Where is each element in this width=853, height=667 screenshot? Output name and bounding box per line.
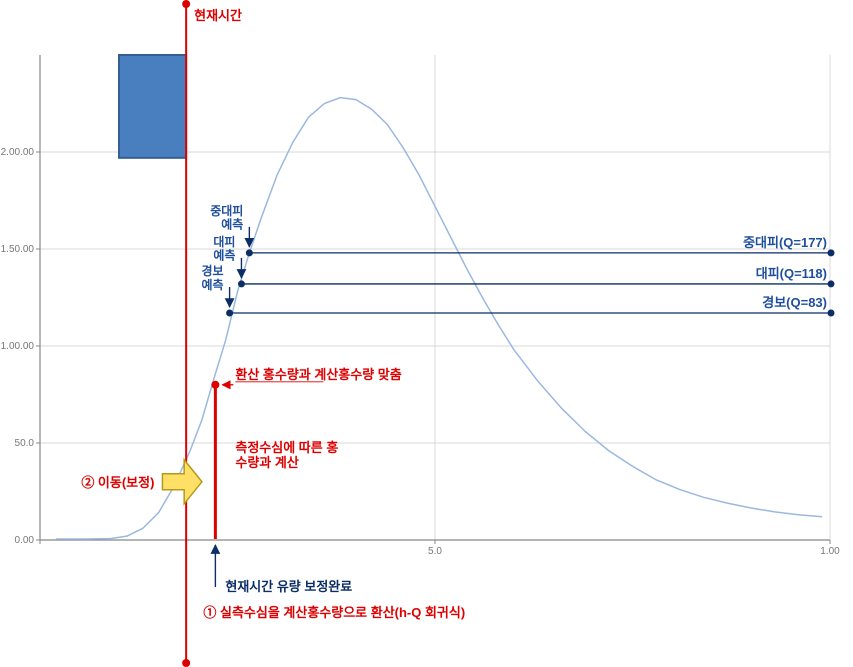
- threshold-dot-right-daepi: [828, 280, 835, 287]
- threshold-label-right-jung: 중대피(Q=177): [743, 235, 827, 250]
- threshold-dot-right-jung: [828, 249, 835, 256]
- rainfall-box: [119, 55, 186, 158]
- y-tick-label: 1.50.00: [1, 244, 35, 255]
- match-label: 환산 홍수량과 계산홍수량 맞춤: [235, 367, 401, 382]
- y-tick-label: 1.00.00: [1, 341, 35, 352]
- y-tick-label: 2.00.00: [1, 147, 35, 158]
- y-tick-label: 0.00: [15, 535, 35, 546]
- current-time-label: 현재시간: [194, 8, 242, 23]
- caption-step1: ① 실측수심을 계산홍수량으로 환산(h-Q 회귀식): [203, 605, 465, 620]
- threshold-label-right-daepi: 대피(Q=118): [756, 266, 827, 281]
- threshold-dot-left-gyeong: [226, 310, 233, 317]
- threshold-label-right-gyeong: 경보(Q=83): [762, 295, 827, 310]
- threshold-dot-left-jung: [246, 249, 253, 256]
- x-tick-label: 5.0: [428, 546, 442, 557]
- caption-step2: ② 이동(보정): [81, 475, 154, 490]
- x-tick-label: 1.00: [820, 546, 840, 557]
- y-tick-label: 50.0: [15, 438, 35, 449]
- current-time-dot-top: [182, 0, 190, 8]
- pred-label-daepi: 대피예측: [213, 234, 235, 263]
- threshold-dot-left-daepi: [238, 280, 245, 287]
- threshold-dot-right-gyeong: [828, 310, 835, 317]
- measure-top-dot: [211, 381, 219, 389]
- current-time-dot-bottom: [182, 659, 190, 667]
- correction-done-label: 현재시간 유량 보정완료: [225, 579, 352, 594]
- hydrograph-diagram: 0.00 50.0 1.00.00 1.50.00 2.00.00 5.0 1.00 현재시간…: [0, 0, 853, 667]
- pred-label-gyeong: 경보예측: [202, 264, 224, 292]
